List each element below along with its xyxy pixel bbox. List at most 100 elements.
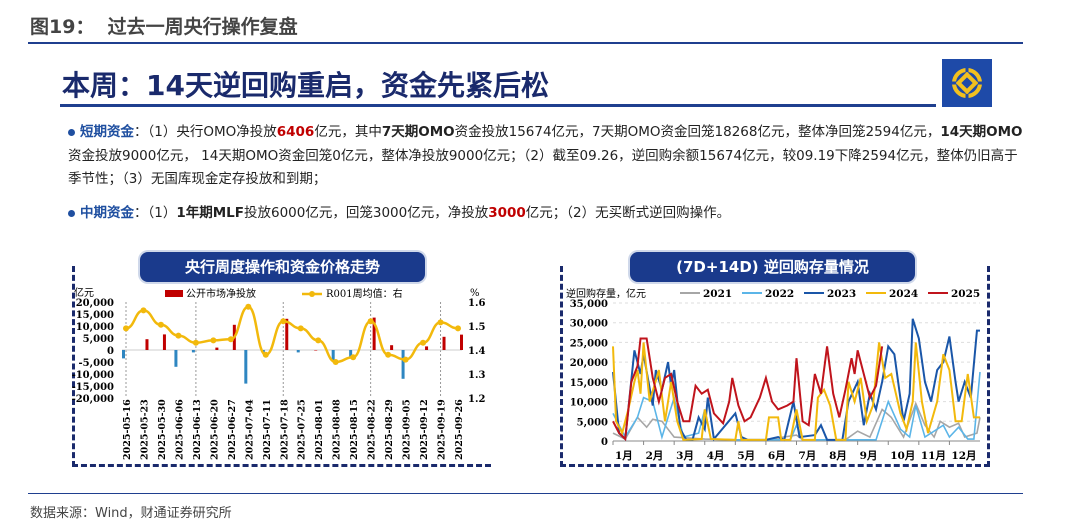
net-injection-bar	[401, 350, 405, 379]
legend-net-injection: 公开市场净投放	[186, 287, 256, 300]
net-injection-bar	[244, 350, 248, 384]
x-tick-label: 3月	[676, 450, 694, 462]
mid-term-funding-paragraph: 中期资金：（1）1年期MLF投放6000亿元，回笼3000亿元，净投放3000亿…	[68, 202, 1028, 226]
company-logo	[942, 59, 992, 107]
y-tick-label: 35,000	[570, 299, 608, 310]
r001-point	[262, 351, 269, 358]
y-tick-label: 10,000	[570, 398, 608, 409]
y-tick-label: 20,000	[570, 358, 608, 369]
x-tick-label: 2025-06-06	[174, 399, 185, 460]
bullet-icon	[68, 209, 75, 217]
right-tick-label: 1.4	[468, 346, 485, 357]
right-axis-unit: %	[470, 288, 480, 299]
headline: 本周：14天逆回购重启，资金先紧后松	[62, 69, 549, 102]
x-tick-label: 2025-08-29	[384, 399, 395, 460]
x-tick-label: 2025-08-01	[314, 399, 325, 460]
x-tick-label: 4月	[707, 450, 725, 462]
right-tick-label: 1.2	[468, 394, 485, 405]
logo-emblem-icon	[951, 67, 983, 99]
weekly-operations-chart-title: 央行周度操作和资金价格走势	[140, 252, 425, 282]
figure-title: 图19： 过去一周央行操作复盘	[30, 16, 298, 38]
x-tick-label: 2025-09-26	[454, 399, 465, 460]
r001-point	[245, 303, 252, 310]
text: ：（1）央行OMO净投放	[134, 124, 277, 140]
weekly-operations-chart-frame	[72, 266, 491, 467]
x-tick-label: 2025-09-05	[402, 399, 413, 460]
left-tick-label: 10,000	[76, 322, 114, 333]
x-tick-label: 2025-05-23	[139, 399, 150, 460]
net-injection-bar	[460, 334, 463, 350]
text: 14天期OMO	[940, 124, 1023, 140]
r001-point	[123, 325, 129, 332]
short-term-label: 短期资金	[80, 124, 134, 140]
legend-2025: 2025	[951, 288, 980, 300]
net-injection-bar	[331, 350, 335, 361]
r001-point	[210, 337, 217, 344]
r001-point	[332, 359, 339, 365]
r001-point	[280, 318, 287, 325]
r001-point	[157, 321, 164, 328]
x-tick-label: 2025-08-15	[349, 399, 360, 460]
y-tick-label: 0	[601, 437, 608, 448]
x-tick-label: 11月	[921, 450, 946, 462]
legend-2021: 2021	[703, 288, 732, 300]
y-tick-label: 30,000	[570, 319, 608, 330]
left-tick-label: 0	[107, 346, 114, 357]
mlf-net-value: 3000	[488, 205, 526, 221]
r001-point	[140, 307, 147, 314]
x-tick-label: 9月	[860, 450, 878, 462]
repo-stock-chart-title: (7D+14D) 逆回购存量情况	[630, 252, 915, 282]
r001-point	[350, 354, 357, 361]
net-injection-bar	[390, 345, 394, 350]
x-tick-label: 8月	[829, 450, 847, 462]
x-tick-label: 2025-08-22	[367, 399, 378, 460]
net-injection-bar	[145, 339, 149, 350]
left-tick-label: -10,000	[72, 370, 114, 381]
text: 资金投放15674亿元，7天期OMO资金回笼18268亿元，整体净回笼2594亿…	[454, 124, 941, 140]
text: 投放6000亿元，回笼3000亿元，净投放	[244, 205, 489, 221]
right-tick-label: 1.3	[468, 370, 485, 381]
net-injection-bar	[191, 350, 195, 353]
r001-point	[315, 337, 322, 344]
r001-point	[227, 336, 234, 343]
left-tick-label: -5,000	[79, 358, 115, 369]
r001-point	[420, 339, 427, 346]
x-tick-label: 2025-05-16	[122, 399, 133, 460]
r001-point	[437, 319, 444, 326]
legend-bar-swatch	[165, 290, 183, 297]
net-injection-bar	[372, 317, 376, 350]
r001-point	[455, 325, 461, 332]
bullet-icon	[68, 128, 75, 136]
net-injection-bar	[285, 318, 289, 350]
net-injection-value: 6406	[276, 124, 315, 140]
series-line-2025	[612, 337, 884, 442]
x-tick-label: 5月	[737, 450, 755, 462]
text: 7天期OMO	[381, 124, 455, 140]
net-injection-bar	[442, 336, 446, 350]
y-tick-label: 15,000	[570, 378, 608, 389]
x-tick-label: 2025-09-19	[437, 399, 448, 460]
x-tick-label: 2025-08-08	[332, 399, 343, 460]
x-tick-label: 12月	[951, 450, 976, 462]
r001-point	[297, 325, 304, 332]
text: 亿元，其中	[314, 124, 382, 140]
x-tick-label: 2025-07-18	[279, 399, 290, 460]
left-axis-unit: 亿元	[74, 286, 94, 299]
short-term-funding-paragraph: 短期资金：（1）央行OMO净投放6406亿元，其中7天期OMO资金投放15674…	[68, 121, 1028, 192]
text: 1年期MLF	[176, 205, 244, 221]
net-injection-bar	[162, 334, 166, 350]
left-tick-label: -15,000	[72, 382, 114, 393]
net-injection-bar	[122, 350, 125, 359]
x-tick-label: 7月	[799, 450, 817, 462]
x-tick-label: 6月	[768, 450, 786, 462]
net-injection-bar	[349, 350, 353, 358]
text: ：（1）	[134, 205, 177, 221]
left-tick-label: 5,000	[83, 334, 114, 345]
x-tick-label: 1月	[615, 450, 633, 462]
r001-point	[192, 339, 199, 346]
x-tick-label: 10月	[890, 450, 915, 462]
net-injection-bar	[425, 346, 429, 350]
weekly-operations-chart: 亿元 % 20,00015,00010,0005,0000-5,000-10,000…	[72, 286, 485, 460]
headline-divider	[60, 104, 936, 107]
right-tick-label: 1.6	[468, 298, 485, 309]
